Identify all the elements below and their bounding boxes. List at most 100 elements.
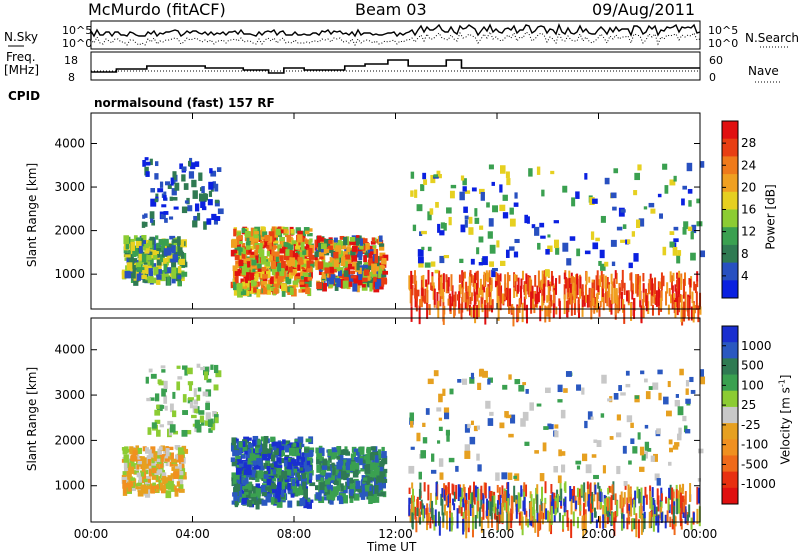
data-cell xyxy=(655,506,658,523)
data-cell xyxy=(489,261,495,267)
data-cell xyxy=(491,299,494,309)
data-cell xyxy=(471,187,477,192)
data-cell xyxy=(315,492,321,500)
data-cell xyxy=(301,457,305,466)
data-cell xyxy=(336,278,341,288)
data-cell xyxy=(281,270,287,278)
data-cell xyxy=(438,426,443,432)
data-cell xyxy=(681,495,684,503)
data-cell xyxy=(336,263,341,272)
data-cell xyxy=(350,275,357,279)
data-cell xyxy=(170,473,175,477)
data-cell xyxy=(462,272,465,282)
data-cell xyxy=(165,257,169,262)
data-cell xyxy=(301,443,305,448)
data-cell xyxy=(508,274,511,282)
data-cell xyxy=(241,254,246,259)
data-cell xyxy=(297,234,303,243)
data-cell xyxy=(309,473,313,481)
data-cell xyxy=(597,482,600,489)
data-cell xyxy=(468,227,474,235)
data-cell xyxy=(243,488,250,492)
data-cell xyxy=(513,475,517,479)
data-cell xyxy=(304,493,308,500)
data-cell xyxy=(190,162,196,170)
data-cell xyxy=(183,183,189,190)
data-cell xyxy=(468,216,473,224)
data-cell xyxy=(290,493,295,498)
data-cell xyxy=(144,447,149,454)
data-cell xyxy=(604,275,607,292)
data-cell xyxy=(586,294,589,308)
data-cell xyxy=(532,498,535,515)
data-cell xyxy=(613,517,616,536)
data-cell xyxy=(345,236,350,245)
data-cell xyxy=(417,256,424,264)
data-cell xyxy=(521,270,524,280)
data-cell xyxy=(247,437,252,441)
data-cell xyxy=(516,284,519,294)
data-cell xyxy=(178,463,182,471)
data-cell xyxy=(590,302,593,320)
data-cell xyxy=(438,393,443,403)
data-cell xyxy=(501,472,508,480)
data-cell xyxy=(264,234,270,242)
data-cell xyxy=(231,239,237,248)
data-cell xyxy=(159,254,165,263)
data-cell xyxy=(336,467,343,474)
data-cell xyxy=(499,494,502,515)
data-cell xyxy=(486,202,490,208)
data-cell xyxy=(193,399,199,405)
data-cell xyxy=(677,250,682,256)
data-cell xyxy=(126,470,132,480)
data-cell xyxy=(291,252,298,260)
data-cell xyxy=(593,474,599,480)
data-cell xyxy=(242,485,248,490)
colorbar-tick-label: 25 xyxy=(741,398,756,412)
data-cell xyxy=(287,482,291,491)
data-cell xyxy=(647,301,650,315)
data-cell xyxy=(668,439,673,445)
data-cell xyxy=(672,445,679,450)
data-cell xyxy=(607,398,612,402)
data-cell xyxy=(163,195,167,201)
data-cell xyxy=(590,501,593,522)
data-cell xyxy=(162,475,167,485)
data-cell xyxy=(529,402,534,411)
data-cell xyxy=(156,429,161,437)
data-cell xyxy=(297,477,301,481)
data-cell xyxy=(460,507,463,517)
data-cell xyxy=(690,517,693,530)
data-cell xyxy=(170,267,177,274)
data-cell xyxy=(657,369,663,375)
data-cell xyxy=(328,239,333,244)
data-cell xyxy=(350,250,356,256)
data-cell xyxy=(371,496,376,504)
data-cell xyxy=(689,278,692,288)
data-cell xyxy=(418,508,421,523)
data-cell xyxy=(128,466,135,474)
data-cell xyxy=(353,266,358,271)
data-cell xyxy=(593,493,596,502)
data-cell xyxy=(242,497,248,504)
data-cell xyxy=(613,284,616,304)
data-cell xyxy=(599,249,605,259)
data-cell xyxy=(600,413,605,418)
data-cell xyxy=(545,249,550,255)
data-cell xyxy=(520,511,523,530)
data-cell xyxy=(176,365,181,369)
data-cell xyxy=(599,300,602,308)
data-cell xyxy=(461,287,464,303)
nave-tick-low: 0 xyxy=(709,71,716,84)
data-cell xyxy=(435,201,439,208)
data-cell xyxy=(490,280,493,289)
data-cell xyxy=(642,283,645,293)
data-cell xyxy=(292,442,297,447)
data-cell xyxy=(433,370,439,377)
data-cell xyxy=(362,477,366,487)
data-cell xyxy=(250,280,256,287)
data-cell xyxy=(213,364,219,374)
data-cell xyxy=(595,237,600,242)
data-cell xyxy=(140,456,145,464)
